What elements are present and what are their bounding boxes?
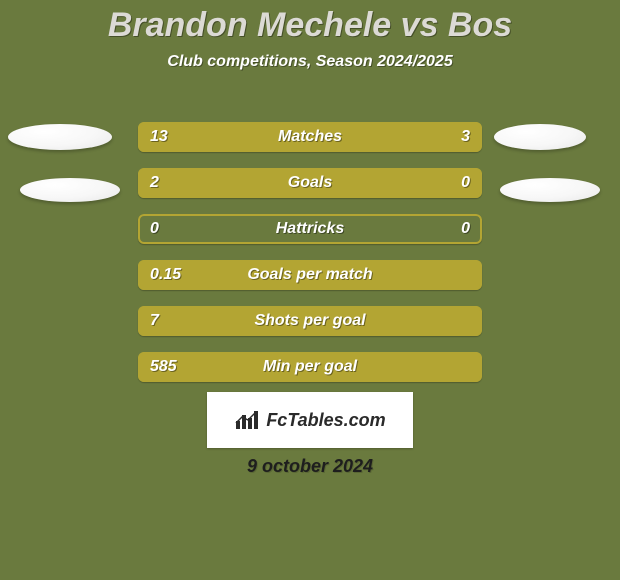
stat-label: Hattricks — [138, 214, 482, 244]
stat-bars: Matches133 Goals20 Hattricks0 0 Goals per ma… — [138, 122, 482, 398]
stat-segment-left — [138, 352, 482, 382]
stat-value-left: 0 — [150, 214, 159, 244]
comparison-infographic: Brandon Mechele vs Bos Club competitions… — [0, 0, 620, 580]
stat-segment-right — [413, 122, 482, 152]
footer-date: 9 october 2024 — [0, 456, 620, 477]
avatar-player-left-1 — [8, 124, 112, 150]
stat-segment-left — [138, 306, 482, 336]
avatar-player-right-2 — [500, 178, 600, 202]
stat-segment-left — [138, 168, 482, 198]
stat-row: Goals20 — [138, 168, 482, 198]
stat-row: Hattricks0 0 — [138, 214, 482, 244]
stat-row: Goals per match0.15 — [138, 260, 482, 290]
page-title: Brandon Mechele vs Bos — [0, 0, 620, 45]
stat-segment-left — [138, 122, 413, 152]
avatar-player-left-2 — [20, 178, 120, 202]
logo-text: FcTables.com — [266, 410, 385, 431]
stat-value-right: 0 — [461, 214, 470, 244]
page-subtitle: Club competitions, Season 2024/2025 — [0, 53, 620, 71]
avatar-player-right-1 — [494, 124, 586, 150]
fctables-logo: FcTables.com — [207, 392, 413, 448]
stat-row: Matches133 — [138, 122, 482, 152]
stat-row: Min per goal585 — [138, 352, 482, 382]
bars-chart-icon — [234, 409, 260, 431]
stat-segment-left — [138, 260, 482, 290]
stat-row: Shots per goal7 — [138, 306, 482, 336]
